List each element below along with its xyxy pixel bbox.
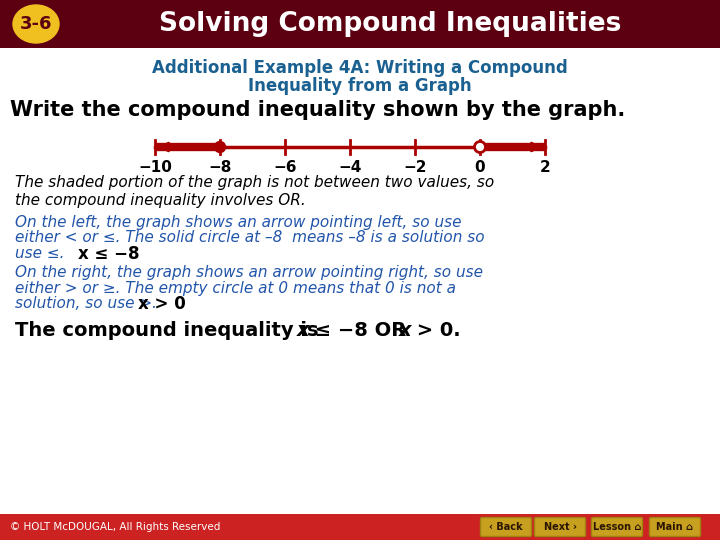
Text: ‹ Back: ‹ Back <box>489 522 523 532</box>
FancyBboxPatch shape <box>480 517 531 537</box>
Text: The shaded portion of the graph is not between two values, so: The shaded portion of the graph is not b… <box>15 176 494 191</box>
FancyBboxPatch shape <box>534 517 585 537</box>
Text: Additional Example 4A: Writing a Compound: Additional Example 4A: Writing a Compoun… <box>152 59 568 77</box>
Text: Inequality from a Graph: Inequality from a Graph <box>248 77 472 95</box>
Text: −6: −6 <box>274 160 297 175</box>
Bar <box>0 0 720 48</box>
Circle shape <box>474 141 485 152</box>
Text: 0: 0 <box>474 160 485 175</box>
Text: either > or ≥. The empty circle at 0 means that 0 is not a: either > or ≥. The empty circle at 0 mea… <box>15 280 456 295</box>
FancyBboxPatch shape <box>592 517 642 537</box>
Text: Solving Compound Inequalities: Solving Compound Inequalities <box>159 11 621 37</box>
Text: > 0.: > 0. <box>410 321 461 340</box>
Text: On the right, the graph shows an arrow pointing right, so use: On the right, the graph shows an arrow p… <box>15 265 483 280</box>
Text: Main ⌂: Main ⌂ <box>657 522 693 532</box>
Text: 2: 2 <box>539 160 550 175</box>
Text: Next ›: Next › <box>544 522 577 532</box>
Text: use ≤.: use ≤. <box>15 246 79 261</box>
Bar <box>0 514 720 540</box>
Text: solution, so use >.: solution, so use >. <box>15 296 171 312</box>
Text: −8: −8 <box>208 160 232 175</box>
FancyBboxPatch shape <box>649 517 701 537</box>
Text: the compound inequality involves OR.: the compound inequality involves OR. <box>15 192 306 207</box>
Text: −2: −2 <box>403 160 427 175</box>
Ellipse shape <box>13 5 59 43</box>
Circle shape <box>215 141 225 152</box>
Text: On the left, the graph shows an arrow pointing left, so use: On the left, the graph shows an arrow po… <box>15 214 462 230</box>
Text: © HOLT McDOUGAL, All Rights Reserved: © HOLT McDOUGAL, All Rights Reserved <box>10 522 220 532</box>
Text: ≤ −8 OR: ≤ −8 OR <box>308 321 413 340</box>
Text: x: x <box>297 321 310 340</box>
Text: Write the compound inequality shown by the graph.: Write the compound inequality shown by t… <box>10 100 625 120</box>
Text: −10: −10 <box>138 160 172 175</box>
Text: −4: −4 <box>338 160 361 175</box>
Text: 3-6: 3-6 <box>19 15 53 33</box>
Text: The compound inequality is: The compound inequality is <box>15 321 325 340</box>
Text: x ≤ −8: x ≤ −8 <box>78 245 140 263</box>
Text: x > 0: x > 0 <box>138 295 186 313</box>
Text: Lesson ⌂: Lesson ⌂ <box>593 522 642 532</box>
Text: either < or ≤. The solid circle at –8  means –8 is a solution so: either < or ≤. The solid circle at –8 me… <box>15 231 485 246</box>
Text: x: x <box>399 321 412 340</box>
